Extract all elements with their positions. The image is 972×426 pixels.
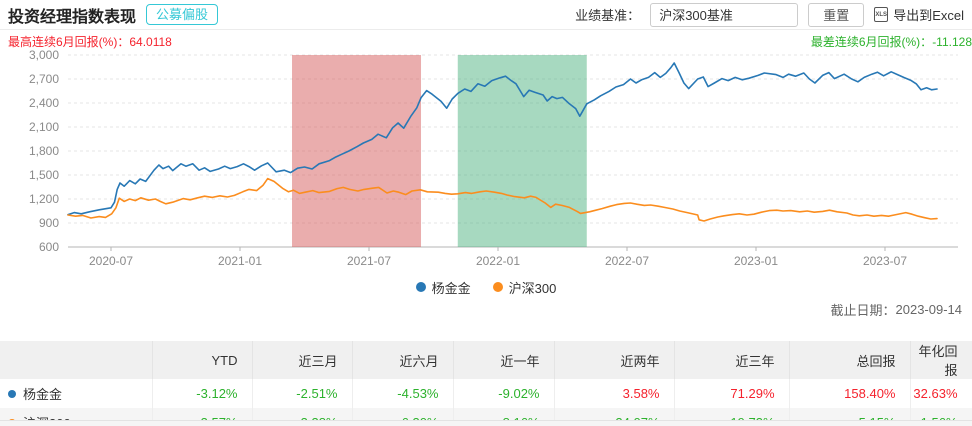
return-value-cell: 158.40% [789, 379, 911, 408]
as-of-label: 截止日期： [830, 302, 896, 318]
y-tick-label: 1,800 [29, 144, 59, 158]
page-title: 投资经理指数表现 [8, 8, 137, 26]
row-name-label: 杨金金 [23, 387, 63, 402]
table-header-row: YTD 近三月 近六月 近一年 近两年 近三年 总回报 年化回报 [0, 341, 972, 379]
legend-dot [415, 282, 426, 292]
return-value-cell: -9.02% [453, 379, 555, 408]
worst-6m-return-value: -11.128 [932, 34, 972, 49]
column-header-name [0, 341, 153, 379]
column-header-年化回报: 年化回报 [910, 341, 972, 379]
legend-label: 沪深300 [508, 280, 557, 296]
y-tick-label: 3,000 [29, 50, 59, 62]
xls-file-icon: XLS [874, 7, 889, 22]
x-tick-label: 2022-01 [476, 254, 520, 268]
top-toolbar: 投资经理指数表现 公募偏股 业绩基准： 沪深300基准 重置 XLS 导出到Ex… [0, 0, 972, 30]
benchmark-label: 业绩基准： [575, 8, 641, 23]
as-of-value: 2023-09-14 [895, 301, 963, 317]
x-tick-label: 2021-07 [347, 254, 391, 268]
bottom-divider [0, 420, 972, 426]
y-tick-label: 2,400 [29, 96, 59, 110]
return-value-cell: 3.58% [554, 379, 675, 408]
column-header-总回报: 总回报 [789, 341, 911, 379]
return-value-cell: -2.51% [252, 379, 353, 408]
x-tick-label: 2023-07 [863, 254, 907, 268]
as-of-date: 截止日期： 2023-09-14 [0, 299, 972, 319]
series-color-dot [8, 389, 16, 398]
column-header-近六月: 近六月 [352, 341, 454, 379]
column-header-近三年: 近三年 [674, 341, 790, 379]
table-row-杨金金: 杨金金 -3.12% -2.51% -4.53% -9.02% 3.58% 71.29% 15… [0, 379, 972, 408]
export-label: 导出到Excel [893, 8, 964, 23]
x-tick-label: 2021-01 [218, 254, 262, 268]
worst-6m-return: 最差连续6月回报(%)：-11.128 [811, 33, 972, 50]
best-6m-window-band [292, 55, 422, 247]
return-value-cell: -4.53% [352, 379, 454, 408]
x-tick-label: 2023-01 [734, 254, 778, 268]
x-tick-label: 2022-07 [605, 254, 649, 268]
legend-item-杨金金[interactable]: 杨金金 [415, 278, 471, 297]
series-line-沪深300 [67, 177, 938, 222]
reset-button[interactable]: 重置 [808, 2, 865, 27]
legend-item-沪深300[interactable]: 沪深300 [492, 278, 557, 297]
column-header-近两年: 近两年 [554, 341, 675, 379]
y-tick-label: 1,200 [29, 192, 59, 206]
performance-table: YTD 近三月 近六月 近一年 近两年 近三年 总回报 年化回报 杨金金 -3.12% -2.51… [0, 341, 972, 426]
y-tick-label: 600 [39, 240, 59, 254]
fund-type-badge: 公募偏股 [146, 4, 219, 25]
legend-label: 杨金金 [431, 280, 471, 296]
chart-legend: 杨金金 沪深300 [0, 277, 972, 297]
best-6m-return-value: 64.0118 [129, 34, 172, 49]
series-line-杨金金 [67, 62, 938, 216]
worst-6m-return-label: 最差连续6月回报(%)： [810, 34, 933, 49]
y-tick-label: 2,700 [29, 72, 59, 86]
x-tick-label: 2020-07 [89, 254, 133, 268]
y-tick-label: 900 [39, 216, 59, 230]
legend-dot [492, 282, 503, 292]
return-value-cell: -3.12% [152, 379, 253, 408]
benchmark-select[interactable]: 沪深300基准 [650, 2, 799, 27]
y-tick-label: 1,500 [29, 168, 59, 182]
table-row-沪深300: 沪深300-3.57%-3.38%-6.30%-8.16%-24.07%-19.… [0, 408, 972, 426]
column-header-近三月: 近三月 [252, 341, 353, 379]
column-header-近一年: 近一年 [453, 341, 555, 379]
performance-line-chart[interactable]: 600 900 1,200 1,500 1,800 2,100 2,400 2,700 3,00… [0, 50, 972, 272]
return-value-cell: 71.29% [674, 379, 790, 408]
worst-6m-window-band [457, 55, 587, 247]
rolling-return-stats: 最高连续6月回报(%)：64.0118 最差连续6月回报(%)：-11.128 [0, 30, 972, 50]
best-6m-return: 最高连续6月回报(%)：64.0118 [8, 33, 172, 50]
best-6m-return-label: 最高连续6月回报(%)： [8, 34, 130, 49]
column-header-YTD: YTD [152, 341, 253, 379]
export-excel-button[interactable]: XLS 导出到Excel [874, 5, 964, 24]
toolbar-actions: 业绩基准： 沪深300基准 重置 XLS 导出到Excel [575, 2, 964, 27]
y-tick-label: 2,100 [29, 120, 59, 134]
row-name-cell: 杨金金 [0, 379, 153, 408]
return-value-cell: 32.63% [910, 379, 972, 408]
